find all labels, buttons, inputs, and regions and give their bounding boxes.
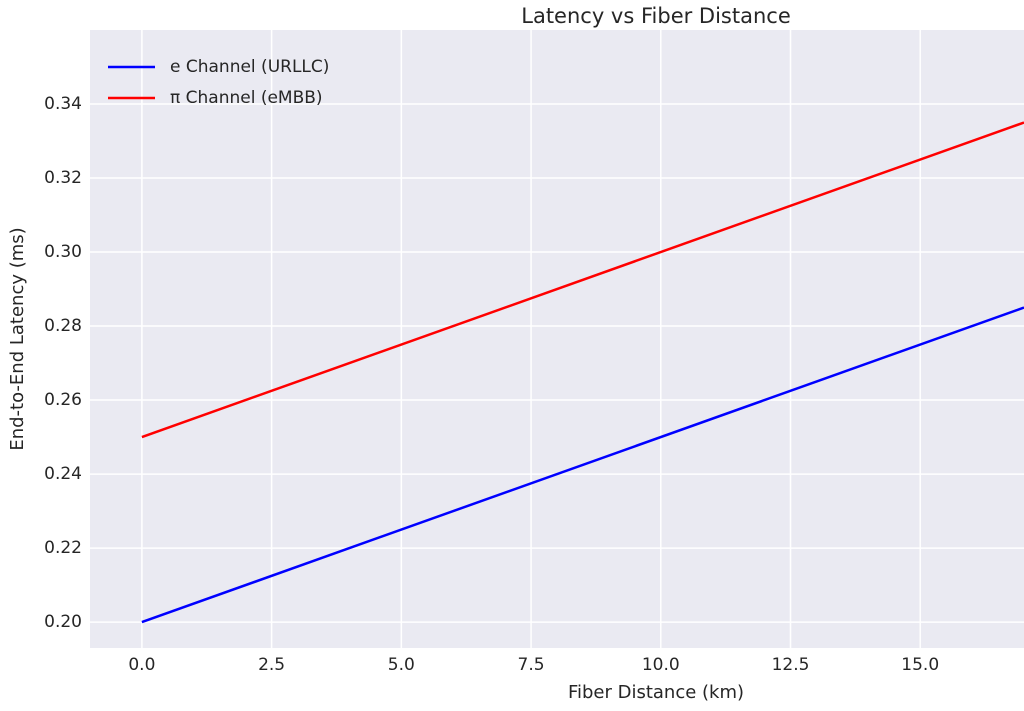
y-tick-label: 0.32 [44, 168, 82, 188]
legend-label: e Channel (URLLC) [170, 57, 329, 77]
x-tick-label: 12.5 [772, 655, 810, 675]
y-tick-label: 0.30 [44, 242, 82, 262]
x-axis-label: Fiber Distance (km) [568, 682, 744, 703]
y-tick-label: 0.26 [44, 390, 82, 410]
data-line [141, 121, 1024, 439]
legend-label: π Channel (eMBB) [170, 88, 323, 108]
data-line [141, 306, 1024, 624]
x-tick-label: 10.0 [642, 655, 680, 675]
x-tick-label: 7.5 [518, 655, 545, 675]
x-tick-label: 5.0 [388, 655, 415, 675]
y-tick-label: 0.24 [44, 464, 82, 484]
x-tick-label: 2.5 [258, 655, 285, 675]
chart-title: Latency vs Fiber Distance [521, 4, 791, 28]
y-tick-label: 0.28 [44, 316, 82, 336]
y-tick-label: 0.34 [44, 94, 82, 114]
x-tick-label: 0.0 [128, 655, 155, 675]
y-axis-label: End-to-End Latency (ms) [7, 227, 28, 450]
y-tick-label: 0.20 [44, 612, 82, 632]
y-tick-label: 0.22 [44, 538, 82, 558]
x-tick-label: 15.0 [901, 655, 939, 675]
plot-area [90, 30, 1024, 648]
